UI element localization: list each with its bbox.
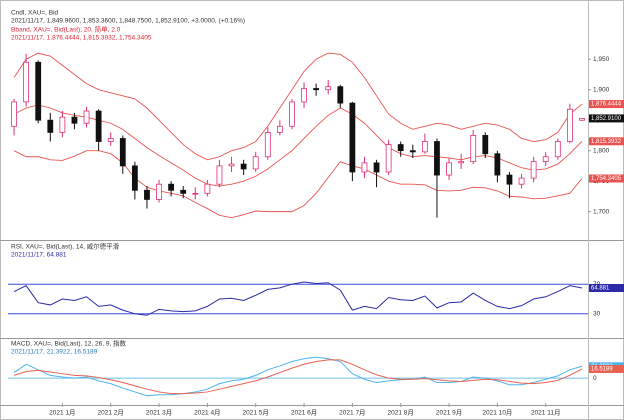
x-tick-label: 2021 9月 (436, 409, 462, 417)
x-tick-label: 2021 7月 (339, 409, 365, 417)
value-box-label: 1,876.4444 (591, 102, 622, 108)
candle-body (131, 165, 138, 191)
candle-body (71, 116, 78, 124)
candle-body (252, 156, 259, 170)
candle-body (228, 163, 235, 167)
candle-body (506, 174, 513, 185)
value-box-label: 1,754.3405 (591, 176, 622, 182)
y-tick-label: 1,950 (593, 56, 610, 63)
candle-body (47, 119, 54, 133)
candle-body (385, 144, 392, 173)
candle-body (289, 101, 295, 127)
rsi-subtitle: 2021/11/17, 64.881 (11, 252, 67, 259)
value-box (589, 283, 624, 292)
candle-body (397, 144, 404, 152)
y-tick-label: 1,700 (593, 208, 610, 215)
candle-body (192, 192, 199, 195)
band-line (13, 52, 583, 161)
candle-body (276, 125, 283, 133)
value-box (589, 174, 624, 183)
x-tick-label: 2021 1月 (49, 409, 75, 417)
value-box-label: 1,852.9100 (591, 116, 622, 122)
candle-body (313, 88, 320, 91)
candle-body (421, 141, 428, 153)
x-tick-label: 2021 4月 (194, 409, 220, 417)
x-tick-label: 2021 3月 (146, 409, 172, 417)
band-title: Bband, XAU=, Bid(Last), 20, 简单, 2.0 (11, 25, 121, 34)
candle-body (240, 163, 247, 170)
band-subtitle: 2021/11/17, 1,876.4444, 1,815.3932, 1,75… (11, 35, 152, 42)
candle-body (216, 165, 223, 185)
candle-body (542, 156, 549, 163)
candle-body (337, 86, 344, 104)
indicator-line (13, 356, 583, 397)
price-title: Cndl, XAU=, Bid (11, 10, 59, 17)
x-tick-label: 2021 8月 (388, 409, 414, 417)
candle-body (264, 131, 271, 158)
candle-body (107, 138, 114, 142)
candle-body (554, 141, 561, 158)
candle-body (530, 161, 537, 179)
candle-body (518, 177, 525, 185)
x-tick-label: 2021 6月 (291, 409, 317, 417)
candle-body (156, 183, 162, 200)
x-tick-label: 2021 11月 (531, 409, 561, 417)
candle-body (83, 110, 90, 124)
y-tick-label: 30 (593, 311, 601, 318)
candle-body (95, 110, 102, 142)
x-tick-label: 2021 5月 (243, 409, 269, 417)
candle-body (470, 135, 477, 163)
band-line (13, 104, 583, 187)
candle-body (23, 61, 30, 103)
candle-body (446, 162, 452, 176)
value-box (589, 364, 624, 373)
band-line (13, 150, 583, 219)
candle-body (144, 189, 150, 200)
x-tick-label: 2021 2月 (98, 409, 124, 417)
macd-title: MACD, XAU=, Bid(Last), 12, 26, 9, 指数 (11, 339, 127, 348)
candle-body (119, 138, 126, 167)
candle-body (494, 153, 501, 176)
candle-body (482, 135, 489, 155)
rsi-title: RSI, XAU=, Bid(Last), 14, 威尔德平滑 (11, 242, 120, 251)
candle-body (373, 162, 380, 173)
candle-body (35, 61, 42, 121)
y-tick-label: 1,800 (593, 147, 610, 154)
candle-body (409, 150, 416, 153)
candle-body (168, 183, 175, 191)
value-box-label: 64.881 (591, 286, 610, 292)
y-tick-label: 1,900 (593, 86, 610, 93)
indicator-line (13, 281, 583, 316)
macd-subtitle: 2021/11/17, 21.3922, 16.5189 (11, 349, 98, 356)
value-box-label: 16.5189 (591, 367, 613, 373)
value-box (589, 137, 624, 146)
candle-body (566, 108, 573, 142)
x-tick-label: 2021 10月 (482, 409, 512, 417)
candle-body (579, 118, 585, 121)
candle-body (11, 101, 17, 127)
value-box (589, 100, 624, 109)
candle-body (301, 88, 307, 103)
value-box-label: 1,815.3932 (591, 139, 622, 145)
candle-body (59, 116, 66, 133)
candle-body (349, 102, 356, 173)
candle-body (325, 86, 332, 91)
candle-body (204, 183, 211, 194)
candle-body (434, 141, 440, 176)
y-tick-label: 0 (593, 375, 597, 382)
candle-body (458, 161, 465, 164)
candle-body (361, 162, 368, 173)
value-box (589, 114, 624, 123)
candle-body (180, 189, 187, 194)
price-subtitle: 2021/11/17, 1,849.9600, 1,853.3600, 1,84… (11, 18, 245, 25)
indicator-line (13, 359, 583, 395)
